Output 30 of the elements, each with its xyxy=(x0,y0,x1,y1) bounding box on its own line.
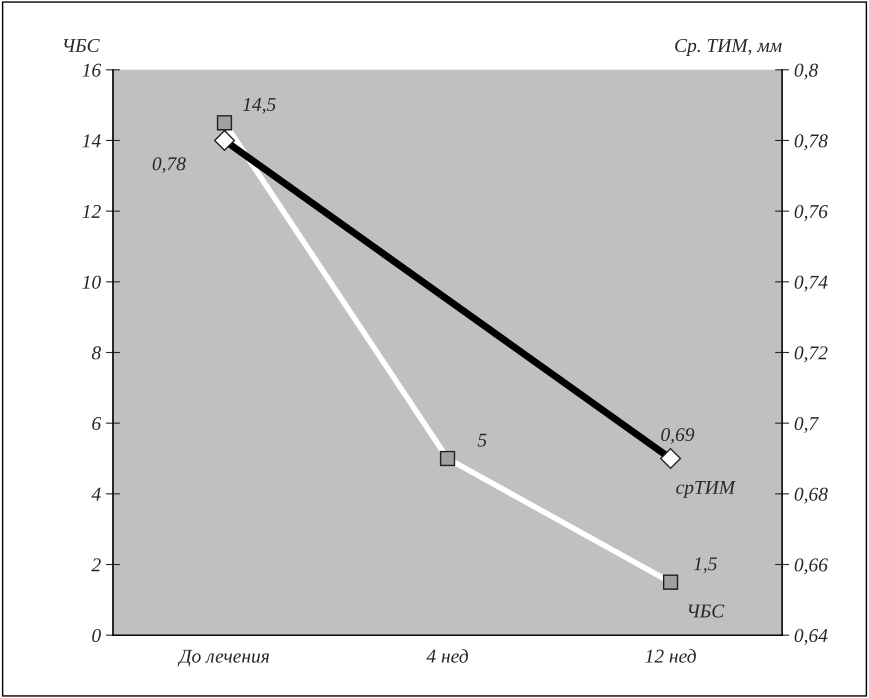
data-label: 5 xyxy=(478,434,487,447)
series-label: ЧБС xyxy=(688,604,724,618)
y-axis-title: ЧБС xyxy=(64,38,100,52)
x-tick-label: До лечения xyxy=(178,650,269,667)
y2-tick-label: 0,7 xyxy=(794,416,819,433)
y-tick-label: 14 xyxy=(82,134,101,148)
y-tick-label: 12 xyxy=(82,205,101,218)
y-tick-label: 4 xyxy=(91,488,101,501)
data-label: 1,5 xyxy=(694,557,717,574)
x-tick-label: 12 нед xyxy=(645,649,696,663)
y2-tick-label: 0,72 xyxy=(794,346,828,362)
y-tick-label: 16 xyxy=(82,64,102,77)
y2-tick-label: 0,78 xyxy=(794,134,828,150)
y2-tick-label: 0,68 xyxy=(794,488,828,504)
x-tick-label: 4 нед xyxy=(426,649,468,663)
y-tick-label: 8 xyxy=(92,346,101,360)
data-label: 0,69 xyxy=(661,428,694,444)
y2-tick-label: 0,8 xyxy=(794,64,818,80)
y2-tick-label: 0,76 xyxy=(794,204,828,221)
y-tick-label: 0 xyxy=(92,628,101,642)
y-tick-label: 2 xyxy=(91,558,101,572)
y2-axis-title: Ср. ТИМ, мм xyxy=(675,38,782,56)
y-tick-label: 10 xyxy=(82,276,101,289)
data-label: 0,78 xyxy=(152,157,186,174)
series-label: срТИМ xyxy=(676,480,736,498)
y2-tick-label: 0,66 xyxy=(794,558,828,574)
y2-tick-label: 0,64 xyxy=(794,628,828,645)
data-label: 14,5 xyxy=(242,98,276,114)
y2-tick-label: 0,74 xyxy=(794,276,828,292)
y-tick-label: 6 xyxy=(92,417,102,430)
